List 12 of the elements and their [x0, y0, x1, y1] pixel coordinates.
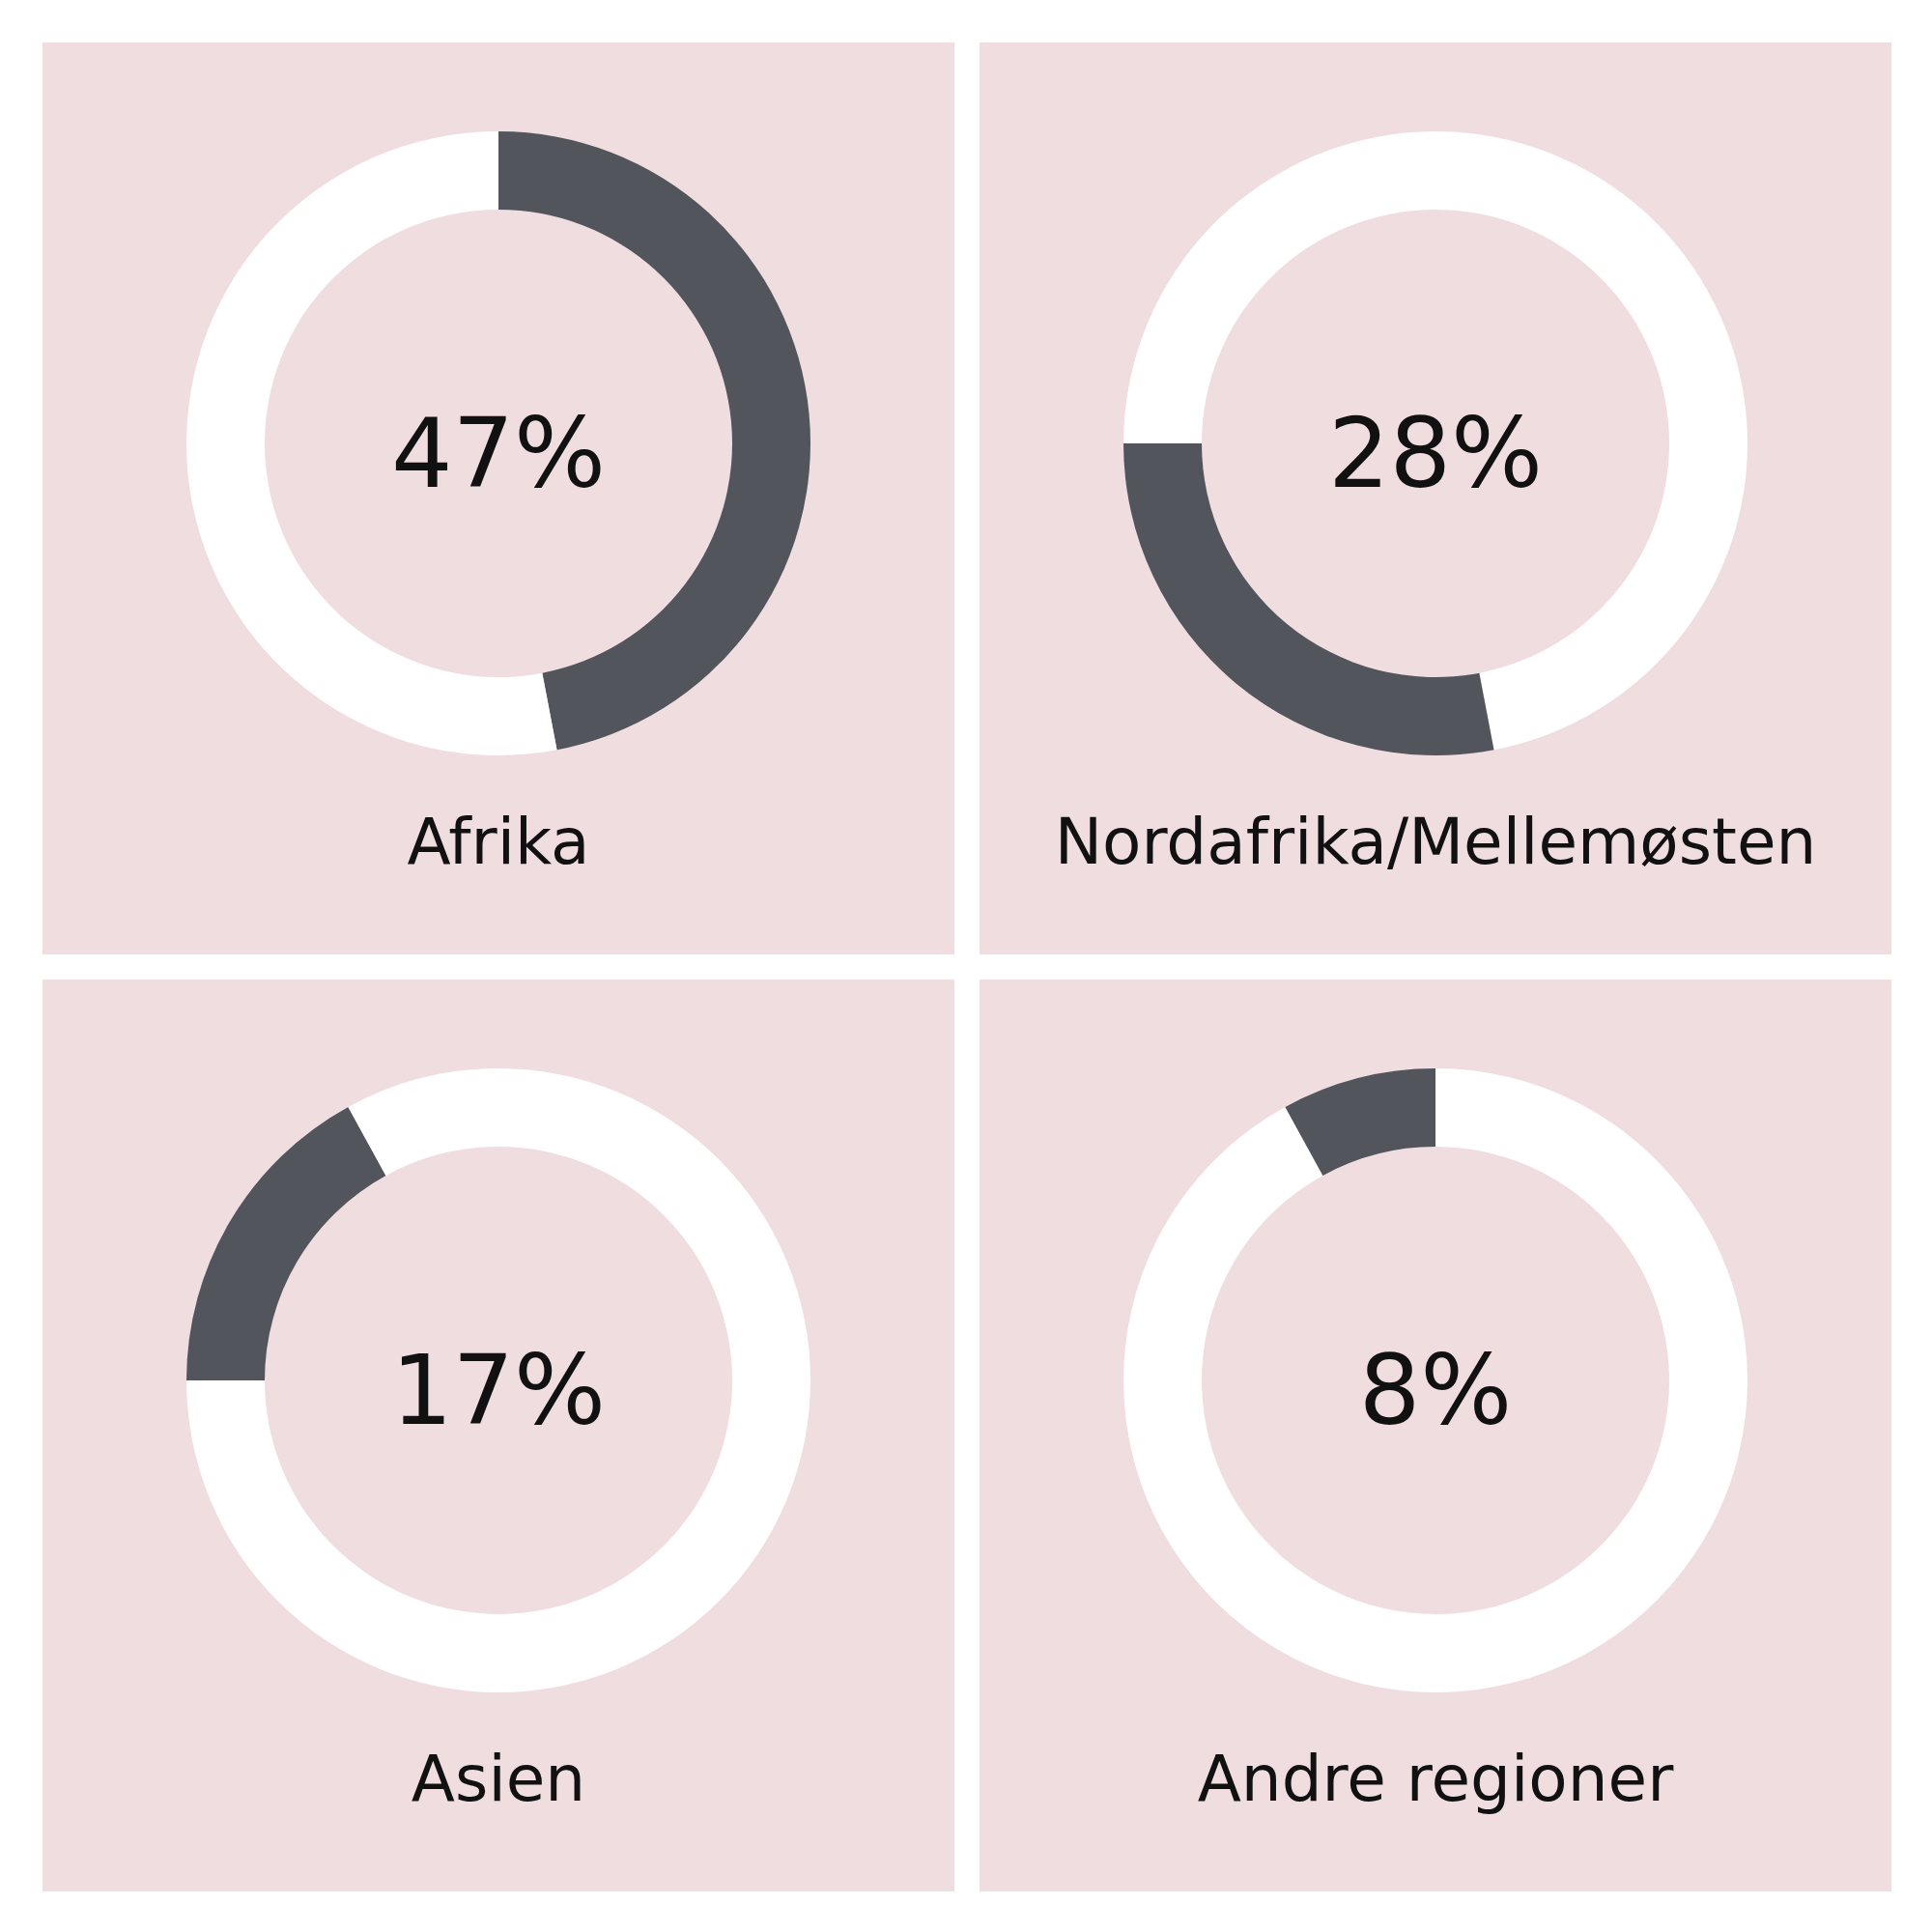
donut-slice: [1285, 1068, 1435, 1176]
text: 8%: [1358, 1334, 1513, 1447]
donut-slice: [1123, 1068, 1747, 1692]
text: 47%: [390, 397, 607, 510]
text: Andre regioner: [1197, 1742, 1675, 1816]
text: Afrika: [407, 805, 590, 879]
donut-slice: [186, 1068, 810, 1692]
text: Asien: [411, 1742, 586, 1816]
text: 17%: [390, 1334, 607, 1447]
donut-slice: [186, 1106, 386, 1380]
text: 28%: [1327, 397, 1544, 510]
text: Nordafrika/Mellemøsten: [1054, 805, 1817, 879]
